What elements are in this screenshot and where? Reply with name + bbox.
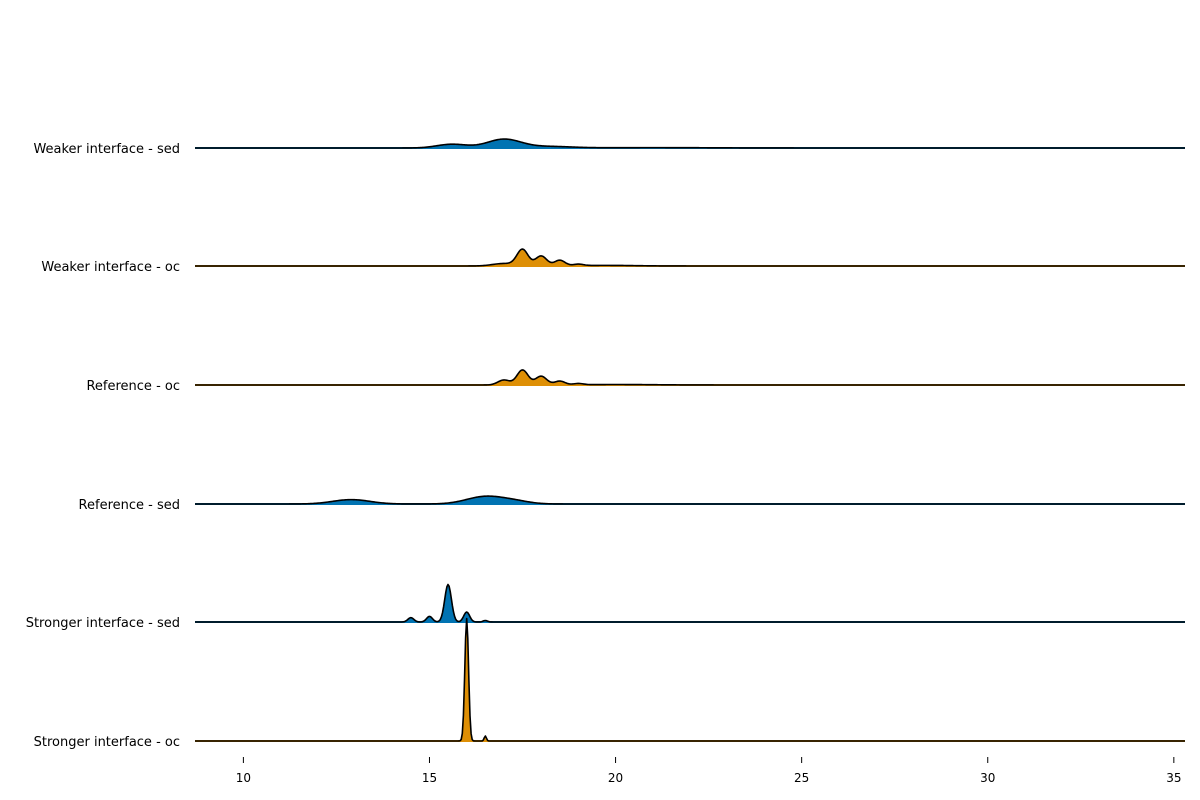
ridge-area-stronger-interface-oc — [195, 618, 1185, 741]
x-axis: 10 15 20 25 30 35 — [236, 757, 1181, 785]
x-tick-label: 35 — [1166, 771, 1181, 785]
ridge-stronger-interface-oc — [195, 617, 1185, 742]
ridge-area-weaker-interface-sed — [195, 139, 1185, 148]
ridge-area-stronger-interface-sed — [195, 584, 1185, 622]
row-label-stronger-interface-oc: Stronger interface - oc — [34, 735, 180, 750]
ridge-outline-reference-sed — [195, 495, 1185, 505]
ridge-area-reference-oc — [195, 369, 1185, 385]
ridge-outline-reference-oc — [195, 369, 1185, 386]
x-tick-label: 25 — [794, 771, 809, 785]
row-label-weaker-interface-sed: Weaker interface - sed — [33, 142, 180, 157]
row-labels-group: Weaker interface - sed Weaker interface -… — [26, 142, 180, 750]
ridge-area-weaker-interface-oc — [195, 249, 1185, 266]
x-tick-label: 15 — [422, 771, 437, 785]
ridge-stronger-interface-sed — [195, 583, 1185, 623]
ridge-outline-stronger-interface-sed — [195, 583, 1185, 623]
ridge-reference-oc — [195, 369, 1185, 386]
x-tick-label: 30 — [980, 771, 995, 785]
ridge-weaker-interface-sed — [195, 138, 1185, 149]
ridge-outline-stronger-interface-oc — [195, 617, 1185, 742]
ridge-outline-weaker-interface-sed — [195, 138, 1185, 149]
row-label-reference-oc: Reference - oc — [86, 379, 180, 394]
ridge-outline-weaker-interface-oc — [195, 248, 1185, 267]
ridge-weaker-interface-oc — [195, 248, 1185, 267]
row-label-reference-sed: Reference - sed — [79, 498, 180, 513]
row-label-stronger-interface-sed: Stronger interface - sed — [26, 616, 180, 631]
x-tick-label: 10 — [236, 771, 251, 785]
row-label-weaker-interface-oc: Weaker interface - oc — [41, 260, 180, 275]
ridge-reference-sed — [195, 495, 1185, 505]
x-tick-label: 20 — [608, 771, 623, 785]
ridges-group — [195, 138, 1185, 742]
